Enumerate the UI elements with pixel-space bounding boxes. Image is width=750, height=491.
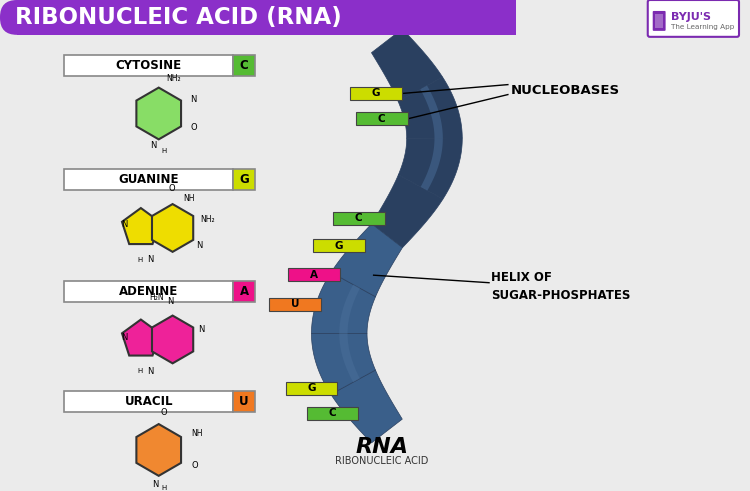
Text: N: N <box>196 242 202 250</box>
Polygon shape <box>331 224 403 297</box>
Text: G: G <box>372 88 380 99</box>
Bar <box>16 0 516 35</box>
Text: BYJU'S: BYJU'S <box>670 12 710 22</box>
FancyBboxPatch shape <box>64 55 233 76</box>
Bar <box>307 407 358 420</box>
Text: N: N <box>166 297 173 306</box>
Polygon shape <box>311 333 376 394</box>
Bar <box>333 212 385 225</box>
Bar <box>233 169 255 190</box>
Text: C: C <box>378 114 386 124</box>
Polygon shape <box>331 370 402 443</box>
Text: N: N <box>199 325 205 334</box>
FancyBboxPatch shape <box>64 281 233 301</box>
Polygon shape <box>152 316 194 363</box>
Text: CYTOSINE: CYTOSINE <box>116 59 182 72</box>
Text: N: N <box>121 333 128 342</box>
Text: N: N <box>147 367 153 376</box>
Text: NH: NH <box>184 193 195 203</box>
Text: N: N <box>151 141 157 150</box>
FancyBboxPatch shape <box>652 11 665 31</box>
Text: G: G <box>308 383 316 393</box>
Bar <box>350 87 402 100</box>
Polygon shape <box>420 85 442 138</box>
Text: N: N <box>147 255 153 264</box>
Polygon shape <box>311 273 376 333</box>
Polygon shape <box>136 87 181 139</box>
FancyBboxPatch shape <box>0 0 516 35</box>
Text: URACIL: URACIL <box>124 395 173 408</box>
Text: H: H <box>137 257 142 263</box>
Text: H₂N: H₂N <box>148 293 164 302</box>
FancyBboxPatch shape <box>648 0 739 37</box>
Text: O: O <box>190 123 197 132</box>
Text: RIBONUCLEIC ACID (RNA): RIBONUCLEIC ACID (RNA) <box>15 6 342 29</box>
Text: C: C <box>328 409 337 418</box>
Bar <box>286 382 338 395</box>
Text: O: O <box>169 184 176 192</box>
Text: O: O <box>191 462 198 470</box>
Bar <box>289 269 340 281</box>
Bar <box>233 281 255 301</box>
Text: ADENINE: ADENINE <box>119 285 178 298</box>
Bar <box>269 298 321 311</box>
Polygon shape <box>122 208 160 244</box>
Text: N: N <box>121 220 128 229</box>
Text: C: C <box>355 214 362 223</box>
Text: HELIX OF
SUGAR-PHOSPHATES: HELIX OF SUGAR-PHOSPHATES <box>491 271 631 302</box>
Text: A: A <box>310 270 318 280</box>
Text: G: G <box>334 241 344 251</box>
Polygon shape <box>398 77 462 138</box>
Bar <box>233 55 255 76</box>
Text: RIBONUCLEIC ACID: RIBONUCLEIC ACID <box>335 456 428 466</box>
Polygon shape <box>421 138 442 191</box>
Text: NH: NH <box>191 429 203 437</box>
Text: H: H <box>161 148 166 154</box>
Polygon shape <box>136 424 181 476</box>
Bar <box>233 391 255 412</box>
Text: O: O <box>160 408 167 417</box>
Polygon shape <box>371 175 443 247</box>
Bar <box>313 239 364 252</box>
FancyBboxPatch shape <box>64 391 233 412</box>
Polygon shape <box>122 320 160 355</box>
Text: A: A <box>239 285 248 298</box>
Text: G: G <box>239 173 249 186</box>
Text: H: H <box>137 368 142 374</box>
FancyBboxPatch shape <box>64 169 233 190</box>
Text: NH₂: NH₂ <box>200 216 215 224</box>
Bar <box>356 112 407 125</box>
Text: GUANINE: GUANINE <box>118 173 179 186</box>
Text: The Learning App: The Learning App <box>670 24 734 30</box>
Text: H: H <box>161 485 166 491</box>
Polygon shape <box>339 333 360 382</box>
Text: N: N <box>190 95 196 104</box>
Text: C: C <box>240 59 248 72</box>
Text: NUCLEOBASES: NUCLEOBASES <box>511 84 620 97</box>
Text: U: U <box>291 299 299 309</box>
Text: N: N <box>152 480 159 490</box>
Text: RNA: RNA <box>356 437 409 457</box>
Bar <box>656 14 663 28</box>
Text: NH₂: NH₂ <box>166 74 182 83</box>
Polygon shape <box>152 204 194 252</box>
Polygon shape <box>371 29 442 102</box>
Text: U: U <box>239 395 249 408</box>
Polygon shape <box>398 138 462 199</box>
Polygon shape <box>339 285 360 333</box>
